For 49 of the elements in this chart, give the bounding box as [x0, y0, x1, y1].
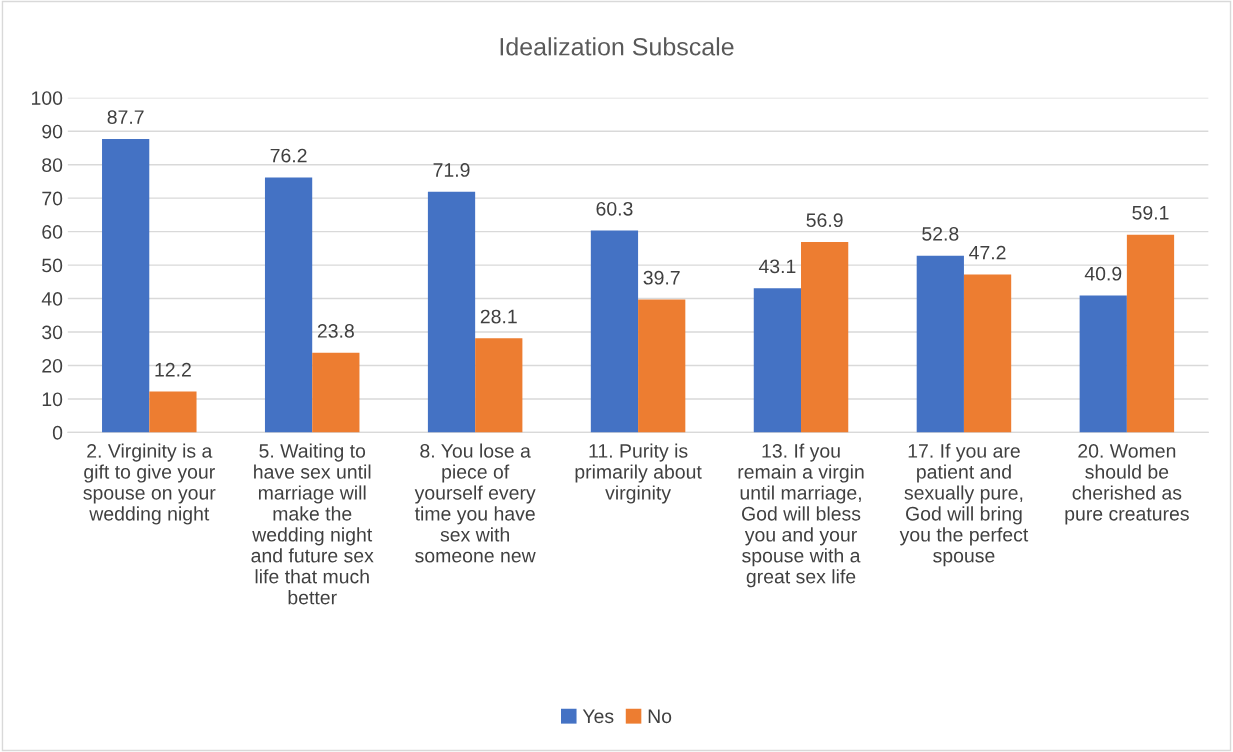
x-tick-label: 5. Waiting to have sex until marriage will make the wedding night and future sex life that much better	[251, 443, 374, 605]
legend-label: No	[648, 709, 672, 724]
x-tick-label: 17. If you are patient and sexually pure, God will bring you the perfect spouse	[899, 443, 1029, 567]
y-tick-label: 70	[42, 191, 63, 206]
bar	[638, 299, 686, 433]
y-tick-label: 10	[42, 392, 63, 407]
chart-title: Idealization Subscale	[500, 37, 734, 56]
bar	[1126, 234, 1175, 433]
bar	[963, 274, 1012, 433]
x-tick-label: 13. If you remain a virgin until marriage, God will bless you and your spouse with a great sex life	[738, 443, 864, 588]
y-tick-label: 50	[42, 258, 63, 273]
bar	[149, 391, 197, 433]
data-label: 47.2	[969, 245, 1006, 260]
data-label: 12.2	[155, 362, 191, 377]
bar	[264, 177, 313, 433]
data-label: 76.2	[270, 148, 307, 163]
data-label: 39.7	[643, 270, 680, 285]
bar	[1079, 295, 1127, 433]
bar	[801, 241, 849, 433]
data-label: 59.1	[1132, 205, 1169, 220]
bar	[427, 191, 476, 433]
x-tick-label: 2. Virginity is a gift to give your spouse on your wedding night	[83, 443, 216, 525]
y-tick-label: 90	[42, 124, 63, 139]
y-tick-label: 100	[32, 91, 63, 105]
y-tick-label: 30	[42, 325, 63, 340]
data-label: 71.9	[433, 163, 470, 177]
x-tick-label: 11. Purity is primarily about virginity	[575, 443, 702, 504]
bar	[916, 255, 964, 433]
data-label: 87.7	[107, 110, 144, 124]
data-label: 23.8	[317, 324, 354, 338]
data-label: 40.9	[1084, 266, 1122, 281]
y-tick-label: 80	[42, 158, 63, 172]
bar	[312, 352, 360, 433]
y-tick-label: 40	[41, 292, 63, 306]
data-label: 28.1	[480, 309, 517, 324]
y-tick-label: 0	[52, 425, 63, 440]
x-tick-label: 20. Women should be cherished as pure creatures	[1065, 444, 1189, 525]
bar	[102, 138, 150, 433]
data-label: 60.3	[596, 201, 633, 216]
x-tick-label: 8. You lose a piece of yourself every time you have sex with someone new	[414, 443, 536, 563]
data-label: 52.8	[922, 226, 959, 241]
y-tick-label: 60	[42, 225, 63, 239]
y-tick-label: 20	[42, 358, 63, 373]
bar	[753, 288, 802, 433]
legend-label: Yes	[582, 709, 614, 724]
bar	[590, 230, 639, 433]
bar	[475, 338, 523, 433]
data-label: 43.1	[758, 259, 796, 274]
data-label: 56.9	[806, 213, 843, 228]
